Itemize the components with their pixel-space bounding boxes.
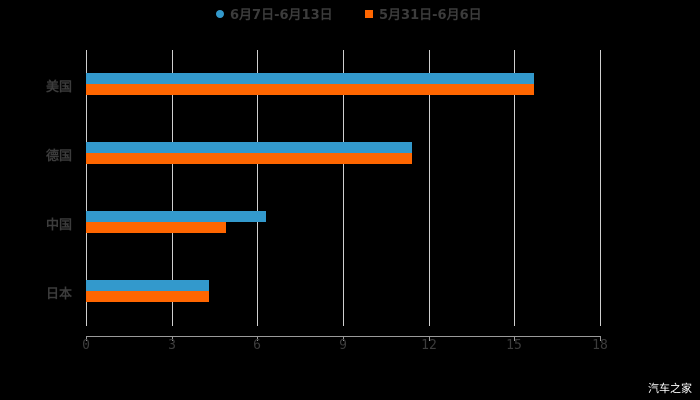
x-axis — [86, 336, 600, 337]
bar-current-week[interactable] — [86, 280, 209, 291]
axis-tick — [86, 336, 87, 341]
gridline — [257, 50, 258, 326]
category-label: 美国 — [46, 80, 73, 95]
bar-current-week[interactable] — [86, 211, 266, 222]
x-tick-label: 3 — [168, 338, 176, 353]
gridline — [600, 50, 601, 326]
legend-item-week-1[interactable]: 6月7日-6月13日 — [216, 4, 333, 23]
legend-label: 5月31日-6月6日 — [379, 8, 482, 23]
gridline — [86, 50, 87, 326]
gridline — [172, 50, 173, 326]
x-tick-label: 12 — [421, 338, 437, 353]
bar-current-week[interactable] — [86, 73, 534, 84]
bar-current-week[interactable] — [86, 142, 412, 153]
gridline — [514, 50, 515, 326]
bar-previous-week[interactable] — [86, 291, 209, 302]
legend-square-icon — [365, 9, 373, 18]
axis-tick — [172, 336, 173, 341]
axis-tick — [257, 336, 258, 341]
x-tick-label: 0 — [82, 338, 90, 353]
gridline — [343, 50, 344, 326]
axis-tick — [514, 336, 515, 341]
gridline — [429, 50, 430, 326]
x-tick-label: 6 — [253, 338, 261, 353]
bar-previous-week[interactable] — [86, 222, 226, 233]
x-tick-label: 15 — [506, 338, 522, 353]
x-tick-label: 9 — [339, 338, 347, 353]
axis-tick — [600, 336, 601, 341]
watermark: 汽车之家 — [648, 382, 692, 395]
category-label: 中国 — [46, 218, 73, 233]
x-tick-label: 18 — [592, 338, 608, 353]
axis-tick — [429, 336, 430, 341]
category-label: 德国 — [46, 149, 73, 164]
bar-previous-week[interactable] — [86, 84, 534, 95]
bar-previous-week[interactable] — [86, 153, 412, 164]
legend-label: 6月7日-6月13日 — [230, 8, 333, 23]
axis-tick — [343, 336, 344, 341]
legend-item-week-2[interactable]: 5月31日-6月6日 — [365, 4, 482, 23]
chart-legend: 6月7日-6月13日 5月31日-6月6日 — [0, 4, 700, 24]
category-label: 日本 — [46, 287, 73, 302]
legend-circle-icon — [216, 9, 224, 18]
